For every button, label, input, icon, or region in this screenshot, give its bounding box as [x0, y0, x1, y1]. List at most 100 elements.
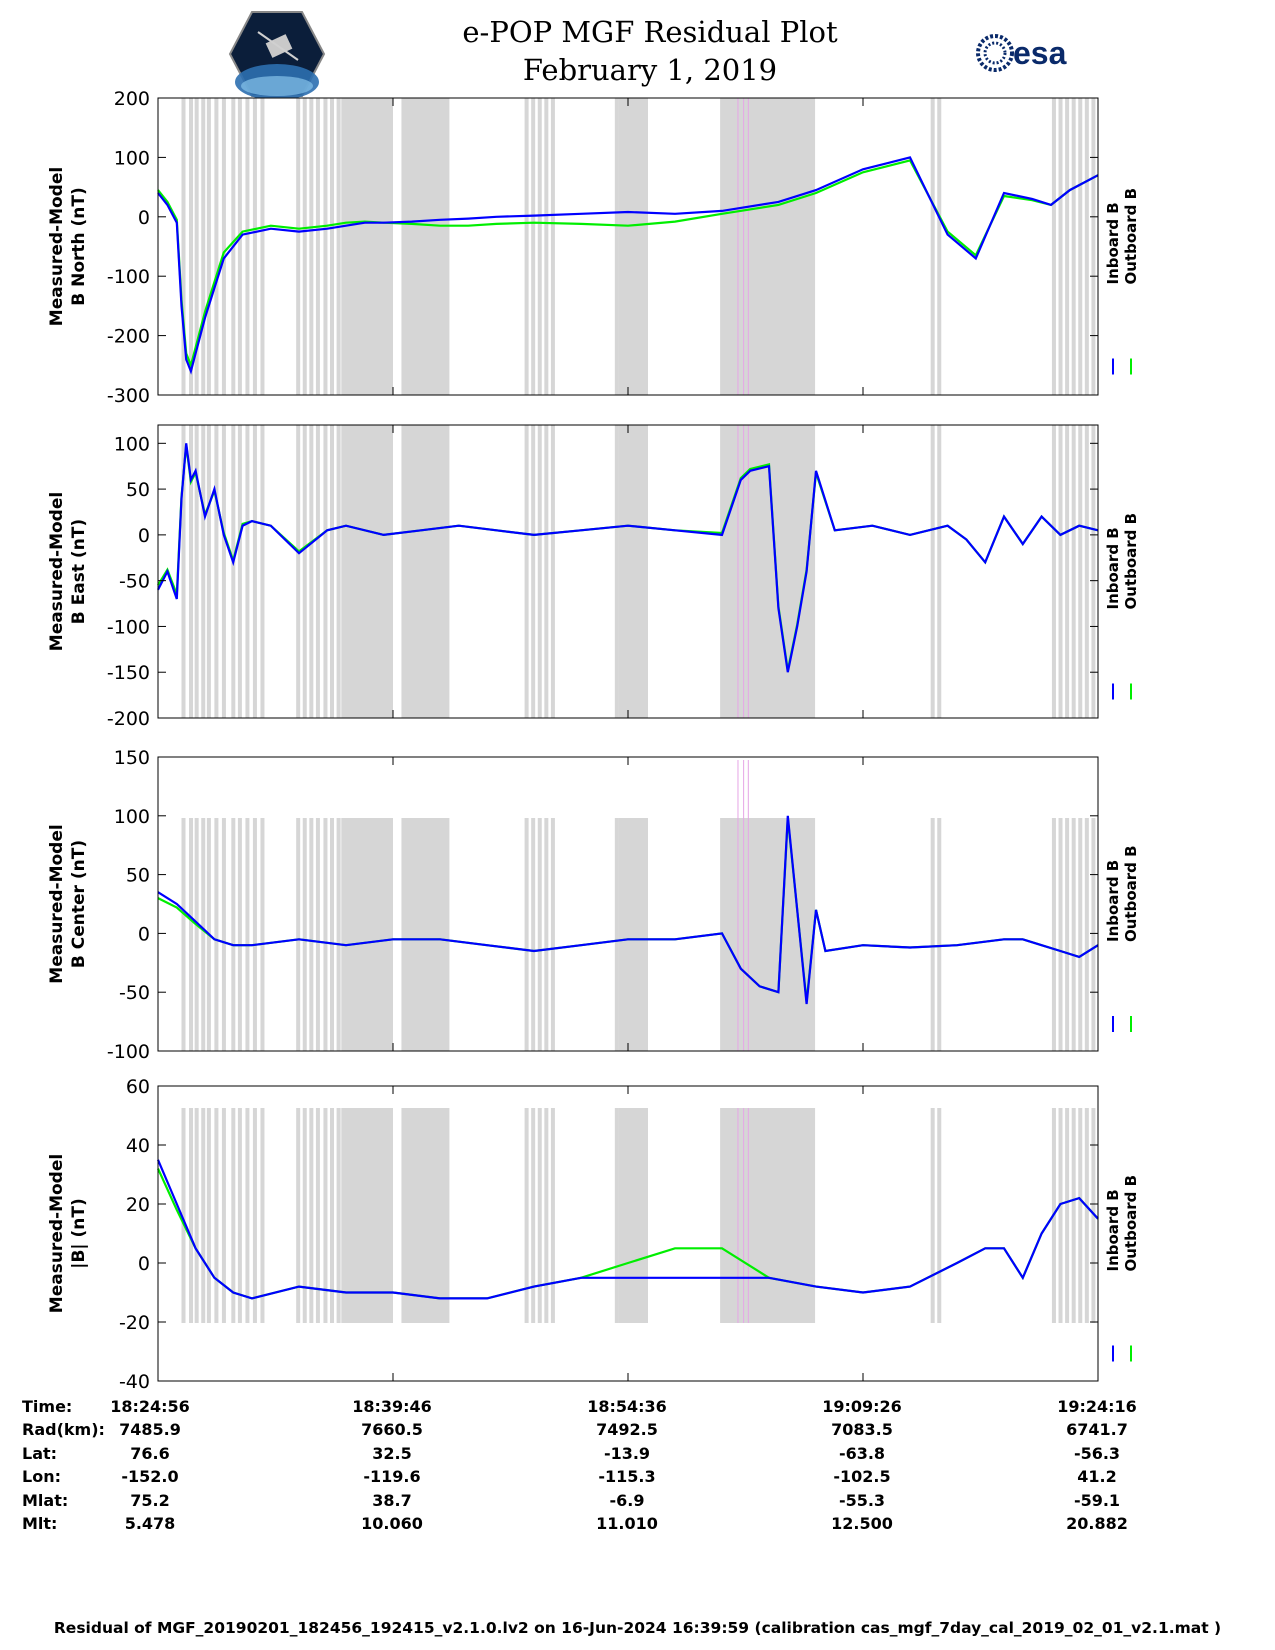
info-row-value: -115.3 — [598, 1467, 656, 1487]
gap-stripe — [1058, 818, 1063, 1051]
gap-stripe — [1065, 1108, 1070, 1323]
gap-band — [720, 1108, 816, 1323]
gap-stripe — [1058, 425, 1063, 718]
gap-stripe — [181, 98, 186, 395]
gap-stripe — [1065, 98, 1070, 395]
info-row-value: 7083.5 — [831, 1420, 893, 1440]
gap-stripe — [1091, 98, 1096, 395]
gap-stripe — [1058, 98, 1063, 395]
gap-stripe — [524, 98, 529, 395]
gap-stripe — [537, 1108, 542, 1323]
gap-stripe — [245, 98, 250, 395]
gap-stripe — [336, 425, 341, 718]
gap-stripe — [437, 1108, 442, 1323]
info-row-value: 6741.7 — [1066, 1420, 1128, 1440]
info-row-value: 20.882 — [1066, 1514, 1128, 1533]
gap-stripe — [621, 818, 626, 1051]
gap-stripe — [366, 818, 371, 1051]
info-row-value: -59.1 — [1073, 1490, 1121, 1510]
info-row-label: Lat: — [22, 1443, 58, 1463]
y-tick-label: 100 — [114, 147, 150, 169]
y-axis-label-line1: Measured-Model — [47, 824, 67, 983]
gap-stripe — [643, 425, 648, 718]
gap-stripe — [1071, 425, 1076, 718]
y-axis-label: Measured-Model B East (nT) — [47, 492, 89, 651]
series-outboard — [157, 159, 1099, 369]
gap-stripe — [614, 818, 619, 1051]
esa-logo: esa — [976, 34, 1067, 72]
info-row-value: 18:24:56 — [110, 1397, 190, 1416]
gap-stripe — [206, 98, 211, 395]
info-row-value: 7492.5 — [596, 1420, 658, 1440]
gap-stripe — [237, 98, 242, 395]
gap-stripe — [296, 818, 301, 1051]
y-axis-label-line2: B North (nT) — [69, 187, 89, 306]
gap-stripe — [537, 425, 542, 718]
y-tick-label: 0 — [138, 1253, 150, 1275]
gap-stripe — [614, 425, 619, 718]
gap-stripe — [937, 1108, 942, 1323]
series-inboard — [156, 1159, 1099, 1300]
gap-stripe — [206, 1108, 211, 1323]
gap-stripe — [415, 425, 420, 718]
gap-stripe — [353, 1108, 358, 1323]
y-tick-label: 0 — [138, 525, 150, 547]
gap-stripe — [1091, 1108, 1096, 1323]
y-axis-label-line2: B East (nT) — [69, 519, 89, 624]
footer-caption: Residual of MGF_20190201_182456_192415_v… — [53, 1619, 1222, 1637]
info-row-label: Mlt: — [22, 1514, 58, 1533]
y-tick-label: -100 — [107, 616, 150, 638]
legend-label-outboard: Outboard B — [1122, 188, 1140, 285]
gap-stripe — [194, 98, 199, 395]
gap-stripe — [237, 818, 242, 1051]
gap-stripe — [643, 818, 648, 1051]
y-tick-label: -20 — [119, 1312, 150, 1334]
panel-4: -40 -20 0 20 40 60 Measured-Model |B| (nT) Inboa… — [47, 1076, 1140, 1393]
gap-stripe — [408, 98, 413, 395]
gap-stripe — [260, 1108, 265, 1323]
info-row-value: 38.7 — [372, 1490, 412, 1510]
gap-stripe — [415, 98, 420, 395]
gap-stripe — [353, 818, 358, 1051]
gap-stripe — [377, 98, 382, 395]
y-axis-label-line1: Measured-Model — [47, 167, 67, 326]
gap-stripe — [296, 425, 301, 718]
info-row-value: 75.2 — [130, 1490, 170, 1510]
info-row-value: 32.5 — [372, 1443, 412, 1463]
gap-stripe — [221, 425, 226, 718]
gap-stripe — [201, 425, 206, 718]
gap-stripe — [330, 818, 335, 1051]
gap-stripe — [323, 818, 328, 1051]
gap-stripe — [336, 98, 341, 395]
gap-stripe — [245, 1108, 250, 1323]
gap-stripe — [260, 818, 265, 1051]
gap-stripe — [415, 818, 420, 1051]
gap-stripe — [401, 818, 406, 1051]
gap-stripe — [437, 98, 442, 395]
gap-stripe — [442, 1108, 447, 1323]
gap-stripe — [330, 98, 335, 395]
y-axis-label-line1: Measured-Model — [47, 1154, 67, 1313]
panel-2: -200 -150 -100 -50 0 50 100 Measured-Model B Eas… — [47, 424, 1140, 730]
gap-stripe — [1078, 425, 1083, 718]
gap-stripe — [524, 818, 529, 1051]
gap-stripe — [366, 98, 371, 395]
y-axis-label: Measured-Model B Center (nT) — [47, 824, 89, 983]
gap-stripe — [1071, 818, 1076, 1051]
info-row: Time: 18:24:56 18:39:46 18:54:36 19:09:26 19:… — [0, 1397, 1275, 1419]
gap-stripe — [637, 818, 642, 1051]
y-tick-label: -100 — [107, 266, 150, 288]
gap-stripe — [347, 1108, 352, 1323]
gap-stripe — [336, 818, 341, 1051]
series-inboard — [157, 815, 1099, 1005]
gap-stripe — [221, 818, 226, 1051]
gap-stripe — [214, 98, 219, 395]
gap-stripe — [1071, 1108, 1076, 1323]
gap-stripe — [408, 1108, 413, 1323]
gap-stripe — [245, 818, 250, 1051]
gap-stripe — [1078, 1108, 1083, 1323]
y-tick-label: -50 — [119, 982, 150, 1004]
gap-stripe — [643, 1108, 648, 1323]
gap-stripe — [309, 98, 314, 395]
gap-stripe — [302, 425, 307, 718]
